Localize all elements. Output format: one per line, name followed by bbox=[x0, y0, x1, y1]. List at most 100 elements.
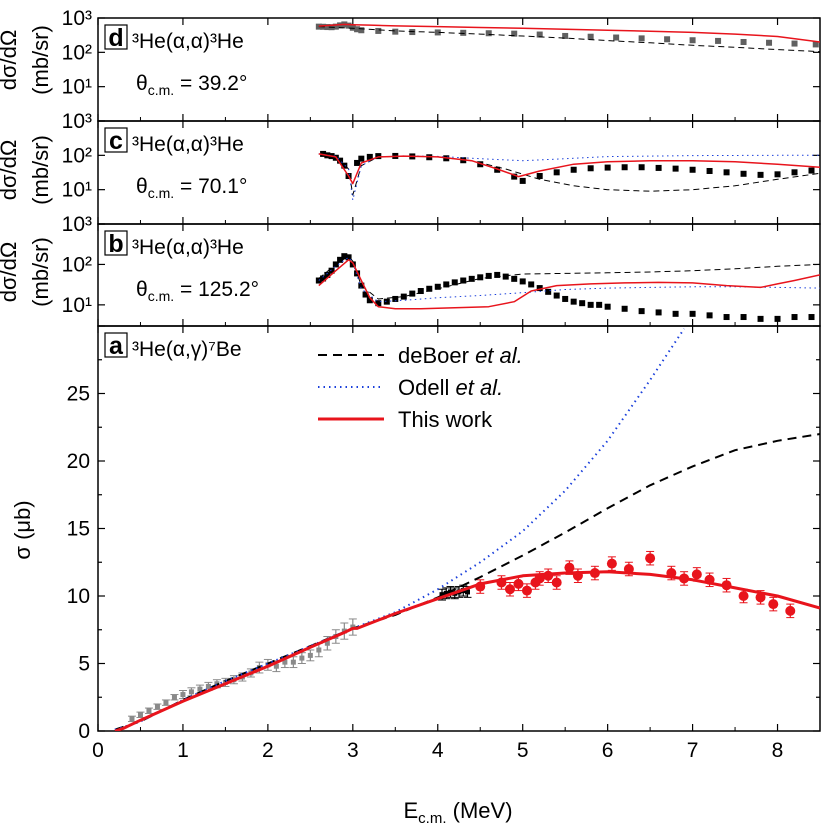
data-point bbox=[655, 164, 662, 171]
data-point bbox=[723, 169, 730, 176]
xtick-label: 6 bbox=[602, 739, 614, 762]
data-point bbox=[536, 31, 543, 38]
series-line bbox=[114, 570, 820, 731]
data-point bbox=[812, 41, 819, 48]
data-point bbox=[366, 153, 373, 160]
data-point bbox=[791, 169, 798, 176]
data-point bbox=[553, 169, 560, 176]
data-point bbox=[791, 40, 798, 47]
data-point bbox=[341, 162, 348, 169]
data-point bbox=[562, 32, 569, 39]
panel-letter-box bbox=[104, 24, 128, 50]
data-point bbox=[504, 584, 515, 595]
data-point bbox=[562, 295, 569, 302]
data-point bbox=[513, 578, 524, 589]
data-point bbox=[434, 29, 441, 36]
panel-letter: a bbox=[109, 332, 124, 360]
data-point bbox=[706, 312, 713, 319]
series-line bbox=[318, 153, 820, 185]
data-point bbox=[180, 692, 186, 698]
data-point bbox=[171, 694, 177, 700]
data-point bbox=[551, 577, 562, 588]
data-point bbox=[328, 267, 335, 274]
data-point bbox=[672, 310, 679, 317]
data-point bbox=[579, 300, 586, 307]
data-point bbox=[375, 27, 382, 34]
xtick-label: 5 bbox=[517, 739, 529, 762]
data-point bbox=[464, 589, 470, 595]
ylabel-b: dσ/dΩ (mb/sr) bbox=[0, 237, 53, 307]
svg-text:(mb/sr): (mb/sr) bbox=[28, 25, 53, 95]
data-point bbox=[689, 166, 696, 173]
data-point bbox=[766, 39, 773, 46]
data-point bbox=[345, 22, 352, 29]
data-point bbox=[400, 293, 407, 300]
ytick-label: 10¹ bbox=[62, 76, 92, 99]
data-point bbox=[740, 314, 747, 321]
data-point bbox=[715, 37, 722, 44]
data-point bbox=[621, 305, 628, 312]
data-point bbox=[451, 279, 458, 286]
data-point bbox=[460, 277, 467, 284]
xtick-label: 8 bbox=[772, 739, 784, 762]
data-point bbox=[290, 659, 296, 665]
panel-d: 10¹ 10² 10³ d ³He(α,α)³He θc.m. = 39.2° bbox=[62, 7, 821, 122]
data-point bbox=[383, 298, 390, 305]
series-line bbox=[318, 255, 820, 300]
data-point bbox=[434, 283, 441, 290]
data-point bbox=[606, 558, 617, 569]
panel-letter: c bbox=[109, 127, 123, 155]
data-point bbox=[755, 592, 766, 603]
series-line bbox=[114, 433, 820, 731]
xtick-label: 1 bbox=[177, 739, 189, 762]
data-point bbox=[757, 171, 764, 178]
data-point bbox=[362, 291, 369, 298]
data-point bbox=[587, 33, 594, 40]
data-point bbox=[358, 282, 365, 289]
panel-c: 10¹ 10² 10³ c ³He(α,α)³He θc.m. = 70.1° bbox=[62, 110, 821, 225]
xtick-label: 4 bbox=[432, 739, 444, 762]
angle-label: θc.m. = 70.1° bbox=[136, 175, 247, 201]
data-point bbox=[197, 686, 203, 692]
data-point bbox=[332, 23, 339, 30]
data-point bbox=[808, 314, 815, 321]
xtick-label: 7 bbox=[687, 739, 699, 762]
svg-text:(mb/sr): (mb/sr) bbox=[28, 237, 53, 307]
ytick-label: 10¹ bbox=[62, 179, 92, 202]
ytick-label: 10 bbox=[67, 585, 90, 608]
data-point bbox=[570, 298, 577, 305]
data-point bbox=[723, 314, 730, 321]
reaction-label: ³He(α,α)³He bbox=[132, 30, 244, 53]
ytick-label: 10³ bbox=[62, 110, 92, 133]
reaction-label: ³He(α,γ)⁷Be bbox=[132, 338, 242, 361]
data-point bbox=[545, 288, 552, 295]
data-point bbox=[785, 605, 796, 616]
data-point bbox=[273, 663, 279, 669]
data-point bbox=[689, 310, 696, 317]
data-point bbox=[689, 37, 696, 44]
series-line bbox=[318, 153, 820, 201]
data-point bbox=[358, 27, 365, 34]
data-point bbox=[638, 35, 645, 42]
data-point bbox=[638, 308, 645, 315]
svg-text:Ec.m. (MeV): Ec.m. (MeV) bbox=[403, 798, 512, 827]
panel-letter-box bbox=[104, 332, 128, 358]
data-point bbox=[774, 315, 781, 322]
panel-a: 0 5 10 15 20 25 0 1 2 3 4 5 6 7 8 a ³He(α,γ)⁷Be deBoer et… bbox=[67, 325, 821, 762]
data-point bbox=[536, 285, 543, 292]
data-point bbox=[443, 281, 450, 288]
data-point bbox=[613, 34, 620, 41]
data-point bbox=[706, 167, 713, 174]
data-point bbox=[341, 253, 348, 260]
data-point bbox=[738, 591, 749, 601]
data-point bbox=[146, 708, 152, 714]
data-point bbox=[154, 704, 160, 710]
data-point bbox=[791, 314, 798, 321]
ytick-label: 20 bbox=[67, 450, 90, 473]
data-point bbox=[392, 28, 399, 35]
data-point bbox=[324, 271, 331, 278]
ytick-label: 10¹ bbox=[62, 294, 92, 317]
xtick-label: 3 bbox=[347, 739, 359, 762]
panel-letter-box bbox=[104, 127, 128, 153]
